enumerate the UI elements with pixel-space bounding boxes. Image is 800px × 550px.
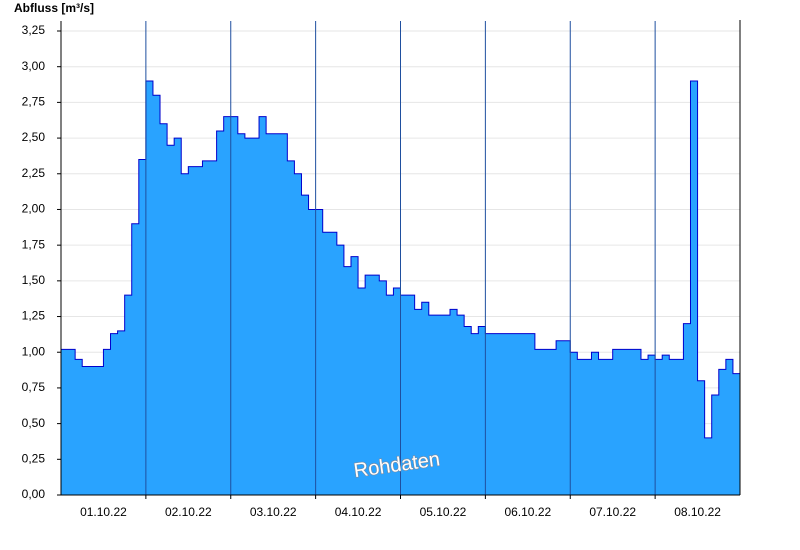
y-tick-label: 1,25 (22, 309, 46, 323)
y-tick-label: 2,25 (22, 166, 46, 180)
y-tick-label: 2,50 (22, 130, 46, 144)
y-tick-label: 2,75 (22, 95, 46, 109)
x-tick-label: 07.10.22 (589, 505, 636, 519)
y-tick-label: 0,25 (22, 451, 46, 465)
y-tick-label: 3,00 (22, 59, 46, 73)
x-tick-label: 01.10.22 (80, 505, 127, 519)
y-tick-label: 0,00 (22, 487, 46, 501)
y-tick-label: 3,25 (22, 23, 46, 37)
x-tick-label: 04.10.22 (335, 505, 382, 519)
y-tick-label: 1,50 (22, 273, 46, 287)
y-tick-label: 1,75 (22, 237, 46, 251)
x-tick-label: 02.10.22 (165, 505, 212, 519)
y-axis-title: Abfluss [m³/s] (14, 1, 94, 15)
x-tick-label: 05.10.22 (420, 505, 467, 519)
y-tick-label: 0,75 (22, 380, 46, 394)
x-tick-label: 06.10.22 (504, 505, 551, 519)
y-tick-label: 1,00 (22, 344, 46, 358)
line (61, 80, 740, 439)
y-tick-label: 2,00 (22, 202, 46, 216)
y-tick-label: 0,50 (22, 416, 46, 430)
x-tick-label: 08.10.22 (674, 505, 721, 519)
x-tick-label: 03.10.22 (250, 505, 297, 519)
